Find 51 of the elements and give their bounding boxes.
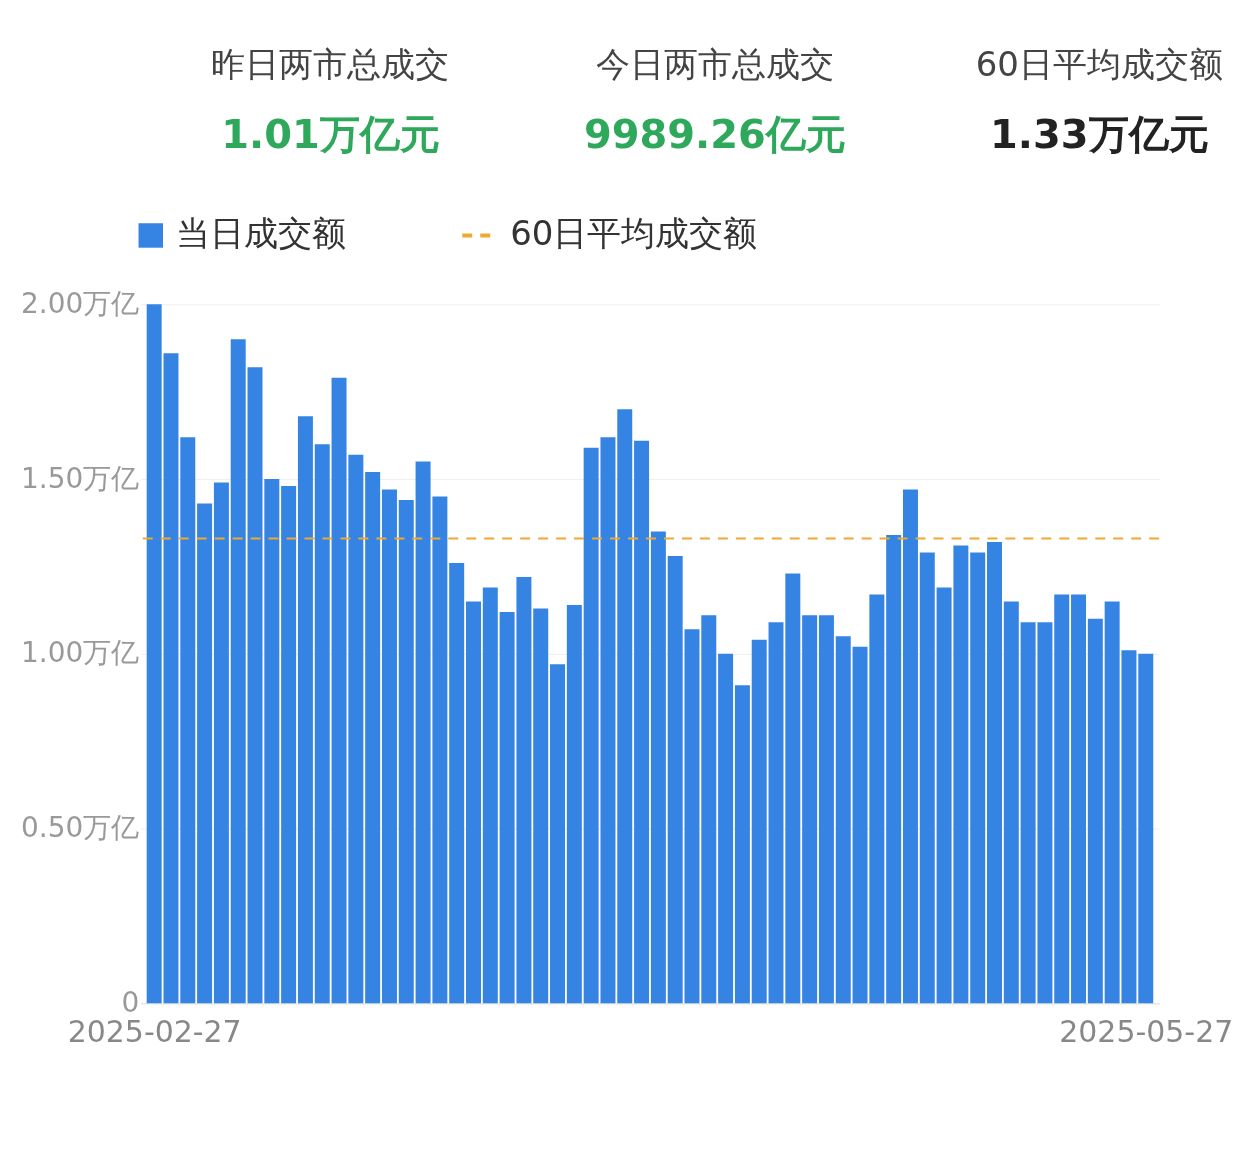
text: 9989.26亿元 [583,110,846,157]
bar [919,552,935,1004]
bar [987,541,1002,1004]
bar [802,615,818,1004]
text: 今日两市总成交 [595,43,834,84]
text: 1.01万亿元 [221,110,440,157]
bar [482,587,498,1004]
bar [902,489,918,1004]
bar [734,685,750,1004]
bar [449,562,465,1004]
bar [818,615,834,1004]
bar [701,615,717,1004]
bar [264,479,280,1004]
legend-label: 60日平均成交额 [510,213,758,254]
bar [180,437,196,1004]
bar [886,535,902,1004]
y-tick-label: 2.00万亿 [21,286,140,320]
bar [197,503,213,1004]
bar [213,482,229,1004]
bar [835,636,851,1004]
text: 昨日两市总成交 [211,43,450,84]
bar [617,409,633,1004]
bar [281,486,297,1004]
bar [365,472,381,1004]
bar [247,367,263,1004]
bar [1054,594,1070,1004]
bar [566,604,582,1004]
bar [751,639,767,1004]
bar [381,489,397,1004]
bar [297,416,313,1004]
bar [1071,594,1087,1004]
bar [398,500,414,1004]
bar [550,664,566,1004]
bar [314,444,330,1004]
bar [466,601,481,1004]
y-tick-label: 1.50万亿 [21,461,140,495]
bar [650,531,666,1004]
y-tick-label: 1.00万亿 [21,636,140,670]
bar [1138,653,1154,1004]
bar [1087,618,1103,1004]
bar [718,653,734,1004]
text: 60日平均成交额 [975,43,1223,84]
bar [634,440,650,1004]
bar [1003,601,1019,1004]
legend-label: 当日成交额 [175,213,346,254]
bar [533,608,549,1004]
y-tick-label: 0.50万亿 [21,811,140,845]
text: 1.33万亿元 [990,110,1209,157]
x-tick-label: 2025-05-27 [1059,1013,1234,1049]
bar [970,552,986,1004]
bar [230,339,246,1004]
